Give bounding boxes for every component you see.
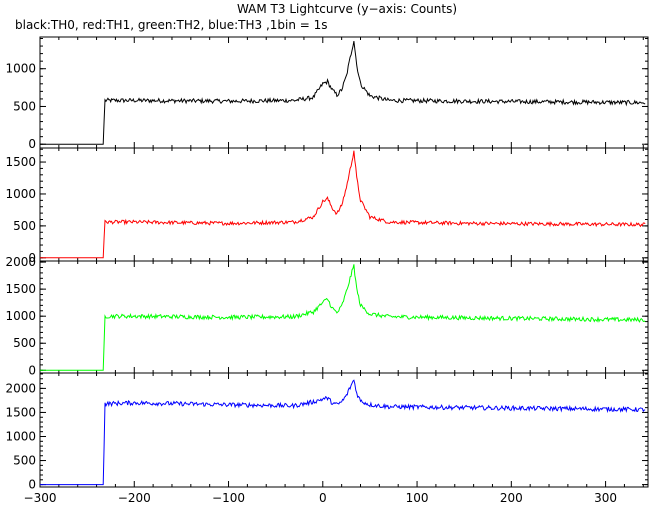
panel-frame-th1: [39, 147, 649, 262]
x-tick-label: 200: [500, 491, 523, 505]
panel-frame-th3: [39, 372, 649, 488]
x-tick-label: 0: [319, 491, 327, 505]
y-tick-label-th2: 1000: [5, 309, 36, 323]
y-tick-label-th3: 0: [28, 478, 36, 492]
series-line-th1: [40, 150, 646, 259]
y-tick-label-th3: 1500: [5, 405, 36, 419]
x-tick-label: −300: [24, 491, 57, 505]
y-tick-label-th1: 1500: [5, 155, 36, 169]
series-line-th3: [40, 379, 646, 486]
y-tick-label-th3: 1000: [5, 429, 36, 443]
y-tick-label-th2: 1500: [5, 282, 36, 296]
y-tick-label-th0: 0: [28, 137, 36, 151]
x-tick-label: 100: [406, 491, 429, 505]
y-tick-label-th3: 500: [13, 454, 36, 468]
x-tick-label: 300: [594, 491, 617, 505]
panel-frame-th0: [39, 36, 649, 149]
y-tick-label-th1: 0: [28, 251, 36, 265]
x-tick-label: −100: [212, 491, 245, 505]
y-tick-label-th2: 500: [13, 336, 36, 350]
y-tick-label-th1: 500: [13, 219, 36, 233]
series-line-th2: [40, 264, 646, 371]
x-tick-label: −200: [118, 491, 151, 505]
y-tick-label-th2: 2000: [5, 255, 36, 269]
chart-title: WAM T3 Lightcurve (y−axis: Counts): [237, 2, 457, 16]
series-line-th0: [40, 41, 646, 145]
chart-subtitle: black:TH0, red:TH1, green:TH2, blue:TH3 …: [15, 18, 328, 32]
y-tick-label-th2: 0: [28, 363, 36, 377]
y-tick-label-th3: 2000: [5, 381, 36, 395]
y-tick-label-th0: 1000: [5, 62, 36, 76]
y-tick-label-th0: 500: [13, 99, 36, 113]
y-tick-label-th1: 1000: [5, 187, 36, 201]
